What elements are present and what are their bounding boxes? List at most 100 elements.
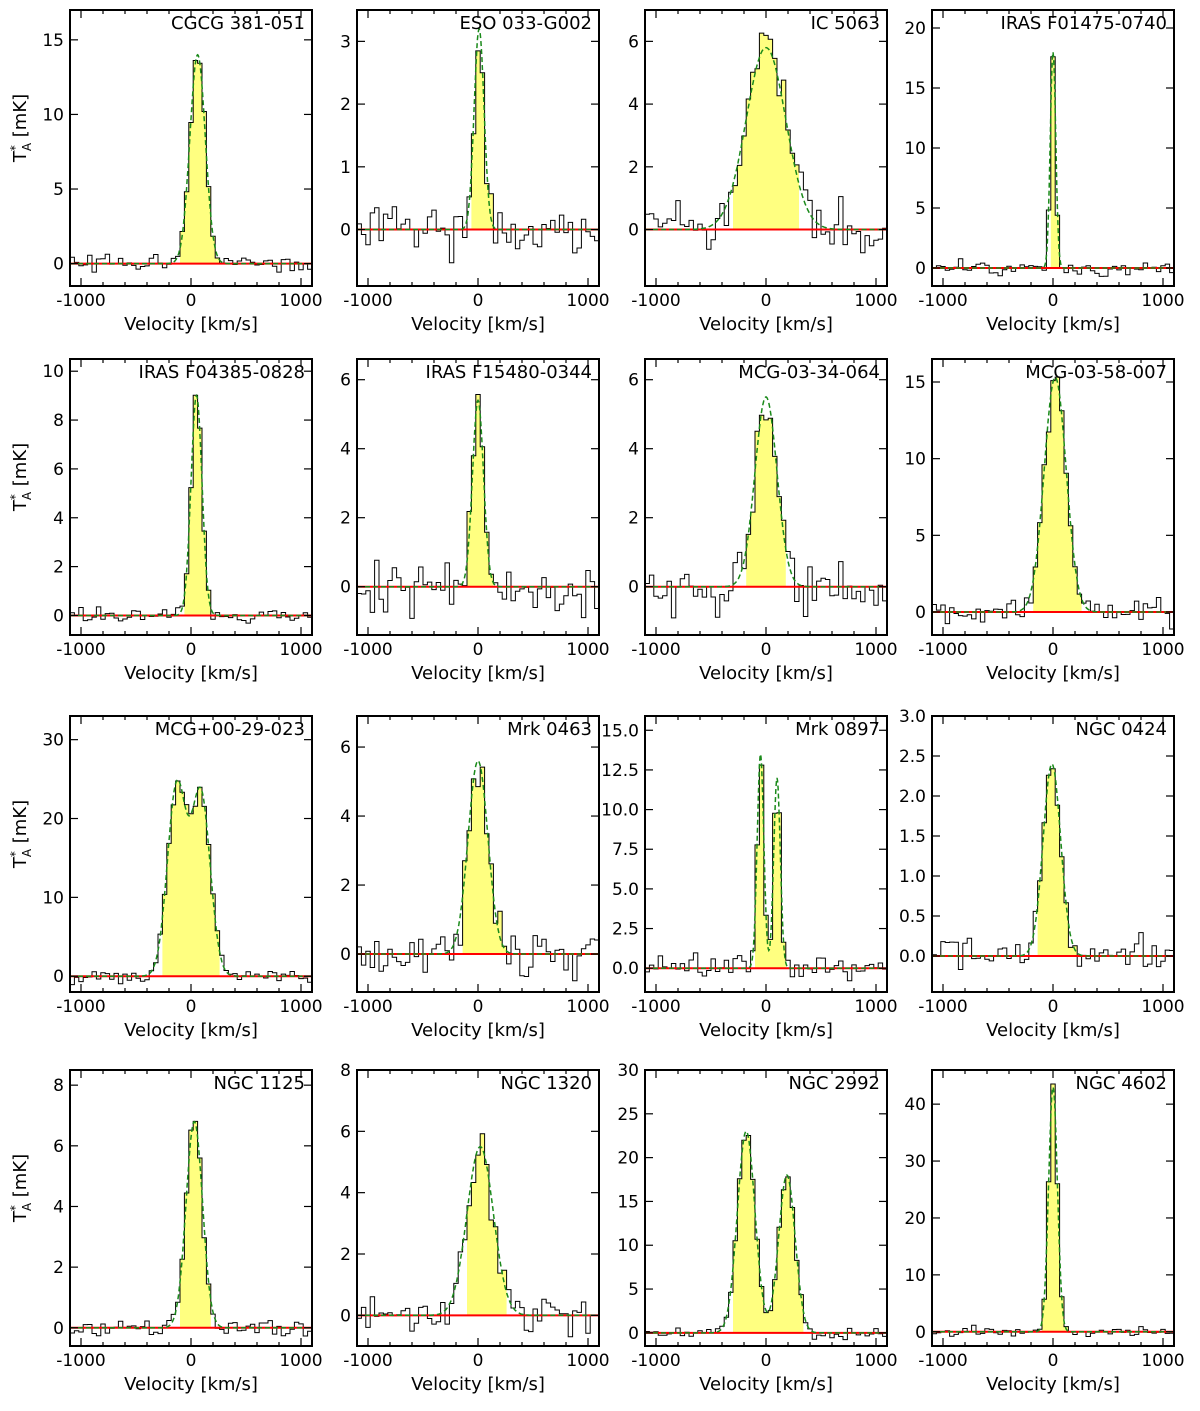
x-tick-label: 1000 [279,640,322,660]
y-label-unit: [mK] [10,800,31,849]
y-tick-label: 10 [904,139,926,159]
panel-14: -1000 0 1000 0 2 4 6 8 NGC 1320 Velocity [km/s] [340,1061,609,1395]
y-tick-label: 0 [628,578,639,598]
x-axis-label: Velocity [km/s] [411,663,545,684]
line-fill [184,395,211,616]
y-tick-label: 2 [628,509,639,529]
y-tick-label: 10 [42,362,64,382]
spectrum-histogram [70,780,312,986]
y-label-sub: A [20,1202,34,1211]
y-label-star: * [8,851,22,857]
y-tick-label: 15 [42,31,64,51]
panel-2: -1000 0 1000 0 1 2 3 ESO 033-G002 Velocity [km/s… [340,9,610,335]
gaussian-fit [70,1120,312,1329]
panel-title: MCG-03-34-064 [738,362,880,383]
x-tick-label: 1000 [854,291,897,311]
panel-3: -1000 0 1000 0 2 4 6 IC 5063 Velocity [km/s] [628,9,898,335]
gaussian-fit [645,46,887,231]
panel-15: -1000 0 1000 0 5 10 15 20 25 30 NGC 2992 Velocity [… [617,1061,897,1395]
panel-12: -1000 0 1000 0.0 0.5 1.0 1.5 2.0 2.5 3.0 NGC 0424 V… [899,707,1185,1041]
y-tick-label: 0 [53,1319,64,1339]
y-tick-label: 4 [340,807,351,827]
y-tick-label: 6 [53,460,64,480]
line-fill [180,1121,211,1328]
y-tick-label: 15 [904,79,926,99]
y-tick-label: 0 [628,1324,639,1344]
y-tick-label: 2 [628,158,639,178]
x-tick-label: 0 [761,997,772,1017]
y-tick-label: 2 [53,1258,64,1278]
x-axis-label: Velocity [km/s] [699,1020,833,1041]
panel-title: NGC 1125 [213,1073,305,1094]
spectrum-histogram [645,32,887,254]
y-label-unit: [mK] [10,443,31,492]
x-axis-label: Velocity [km/s] [411,1020,545,1041]
x-tick-label: 0 [761,291,772,311]
x-tick-label: -1000 [631,291,680,311]
x-tick-label: 1000 [566,997,609,1017]
gaussian-fit [932,763,1174,957]
y-tick-label: 0 [53,606,64,626]
y-tick-label: 12.5 [601,761,639,781]
y-tick-label: 20 [42,810,64,830]
x-tick-label: -1000 [56,1351,105,1371]
y-tick-label: 0 [340,1306,351,1326]
x-axis-label: Velocity [km/s] [699,1374,833,1395]
x-axis-label: Velocity [km/s] [411,314,545,335]
spectrum-histogram [645,414,887,619]
y-tick-label: 6 [53,1137,64,1157]
line-fill [467,394,494,587]
y-tick-label: 30 [42,731,64,751]
line-fill [162,781,220,977]
y-label-t: T [10,499,31,512]
panel-title: IC 5063 [811,13,880,34]
x-tick-label: -1000 [631,1351,680,1371]
y-label-star: * [8,145,22,151]
y-tick-label: 2 [53,558,64,578]
y-tick-label: 20 [617,1149,639,1169]
y-tick-label: 0 [340,945,351,965]
gaussian-fit [645,1130,887,1334]
y-tick-label: 6 [628,32,639,52]
y-axis-label: T*A [mK] [8,1154,34,1223]
x-tick-label: 0 [761,640,772,660]
y-tick-label: 40 [904,1095,926,1115]
x-tick-label: 0 [1048,640,1059,660]
panel-title: IRAS F01475-0740 [1001,13,1167,34]
y-tick-label: 5 [628,1280,639,1300]
x-tick-label: 1000 [566,1351,609,1371]
x-tick-label: -1000 [56,291,105,311]
y-tick-label: 1.5 [899,827,926,847]
x-tick-label: 1000 [279,1351,322,1371]
y-tick-label: 15 [904,373,926,393]
y-tick-label: 2.5 [899,747,926,767]
gaussian-fit [357,26,599,231]
y-tick-label: 2 [340,95,351,115]
panel-11: -1000 0 1000 0.0 2.5 5.0 7.5 10.0 12.5 15.0 Mrk 08… [601,715,898,1041]
y-tick-label: 8 [53,1076,64,1096]
y-tick-label: 10 [904,1266,926,1286]
y-tick-label: 2.0 [899,787,926,807]
x-tick-label: -1000 [56,997,105,1017]
panel-title: MCG+00-29-023 [155,719,305,740]
x-tick-label: -1000 [918,997,967,1017]
y-tick-label: 0.0 [899,947,926,967]
y-tick-label: 15 [617,1192,639,1212]
y-tick-label: 30 [904,1152,926,1172]
y-tick-label: 4 [628,95,639,115]
x-tick-label: 1000 [279,997,322,1017]
gaussian-fit [645,753,887,969]
x-axis-label: Velocity [km/s] [124,663,258,684]
x-axis-label: Velocity [km/s] [124,1374,258,1395]
x-tick-label: 0 [1048,997,1059,1017]
y-tick-label: 2 [340,876,351,896]
panel-title: CGCG 381-051 [171,13,305,34]
y-tick-label: 2 [340,1245,351,1265]
y-label-t: T [10,150,31,163]
y-tick-label: 30 [617,1061,639,1081]
x-tick-label: 1000 [854,1351,897,1371]
y-label-unit: [mK] [10,1154,31,1203]
panel-title: IRAS F15480-0344 [426,362,592,383]
y-tick-label: 0 [915,259,926,279]
line-fill [462,767,507,954]
